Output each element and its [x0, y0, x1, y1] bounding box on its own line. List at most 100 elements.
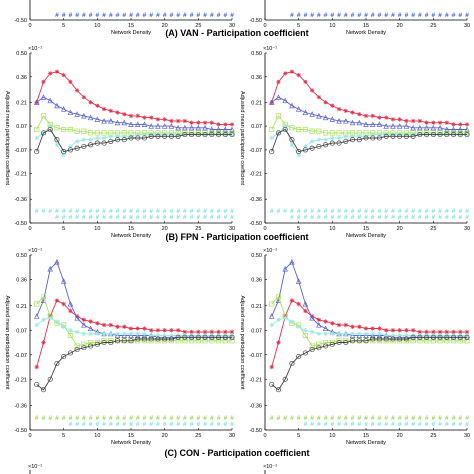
- significance-mark: #: [310, 208, 314, 215]
- data-point-cyan: [350, 134, 355, 139]
- data-point-cyan: [88, 137, 93, 142]
- data-point-black: [376, 135, 383, 141]
- data-point-cyan: [390, 333, 396, 338]
- data-point-blue: [403, 123, 410, 129]
- significance-mark: #: [331, 12, 335, 19]
- x-tick-label: 0: [28, 433, 31, 439]
- significance-mark: #: [344, 12, 348, 19]
- data-point-red: [330, 103, 335, 108]
- data-point-green: [417, 338, 423, 344]
- significance-mark: #: [364, 421, 368, 428]
- data-point-black: [403, 133, 409, 139]
- data-point-black: [329, 341, 335, 347]
- significance-mark: #: [418, 12, 422, 19]
- data-point-cyan: [128, 331, 134, 336]
- data-point-blue: [74, 315, 80, 321]
- y-tick-label: 0.36: [16, 75, 27, 81]
- data-point-blue: [168, 123, 175, 129]
- significance-mark: #: [337, 208, 341, 215]
- significance-mark: #: [69, 415, 73, 422]
- data-point-blue: [336, 118, 342, 124]
- data-point-blue: [282, 266, 288, 272]
- x-tick-label: 25: [430, 433, 436, 439]
- significance-mark: #: [96, 421, 100, 428]
- data-point-green: [323, 130, 329, 136]
- data-point-cyan: [336, 331, 342, 336]
- data-point-black: [464, 132, 470, 138]
- significance-mark: #: [143, 12, 147, 19]
- x-tick-label: 25: [195, 23, 201, 29]
- data-point-cyan: [115, 331, 120, 336]
- data-point-blue: [410, 124, 416, 131]
- x-axis-label: Network Density: [111, 233, 151, 239]
- significance-mark: #: [310, 421, 314, 428]
- data-point-red: [309, 88, 315, 93]
- data-point-black: [275, 130, 282, 136]
- significance-mark: #: [149, 415, 153, 422]
- data-point-blue: [182, 124, 188, 131]
- data-point-red: [162, 117, 167, 122]
- series-line-black: [36, 128, 232, 153]
- series-line-blue: [36, 96, 232, 130]
- significance-mark: #: [405, 208, 409, 215]
- significance-mark: #: [324, 208, 328, 215]
- data-point-red: [417, 329, 423, 335]
- y-tick-label: -0.07: [249, 353, 262, 359]
- data-point-black: [202, 334, 208, 340]
- data-point-green: [182, 338, 188, 344]
- data-point-red: [384, 115, 389, 120]
- significance-mark: #: [217, 208, 221, 215]
- significance-mark: #: [452, 12, 456, 19]
- significance-mark: #: [432, 12, 436, 19]
- y-tick-label: -0.50: [249, 18, 262, 24]
- data-point-green: [450, 338, 457, 344]
- data-point-blue: [67, 109, 74, 116]
- significance-mark: #: [331, 421, 335, 428]
- data-point-cyan: [377, 132, 382, 137]
- data-point-red: [115, 110, 120, 115]
- data-point-blue: [141, 121, 148, 127]
- significance-mark: #: [290, 12, 294, 19]
- significance-mark: #: [223, 415, 227, 422]
- significance-mark: #: [149, 208, 153, 215]
- data-point-black: [135, 336, 141, 342]
- data-point-blue: [222, 126, 229, 133]
- significance-mark: #: [398, 214, 402, 221]
- data-point-blue: [268, 99, 275, 105]
- data-point-blue: [60, 106, 67, 112]
- y-tick-label: 0.21: [251, 100, 262, 106]
- data-point-black: [444, 334, 450, 340]
- data-point-red: [296, 72, 301, 78]
- data-point-blue: [275, 94, 282, 100]
- data-point-black: [209, 334, 215, 340]
- significance-mark: #: [384, 12, 388, 19]
- data-point-black: [94, 140, 100, 146]
- data-point-red: [323, 100, 328, 105]
- panel-b-1: -0.50 -0.36 -0.21 -0.07 0.07 0.21 0.36 0.50×10⁻…: [239, 46, 470, 239]
- significance-mark: #: [183, 415, 187, 422]
- data-point-blue: [430, 124, 437, 131]
- data-point-cyan: [34, 135, 39, 141]
- significance-mark: #: [210, 208, 214, 215]
- data-point-blue: [309, 315, 315, 321]
- data-point-red: [202, 329, 208, 335]
- data-point-black: [376, 336, 383, 342]
- data-point-red: [458, 122, 463, 127]
- significance-mark: #: [398, 208, 402, 215]
- x-tick-label: 20: [397, 433, 403, 439]
- data-point-black: [363, 338, 369, 344]
- data-point-black: [40, 387, 47, 393]
- data-point-red: [54, 298, 60, 303]
- y-exponent-label: ×10⁻¹: [28, 464, 42, 470]
- data-point-black: [397, 336, 403, 342]
- data-point-green: [275, 113, 282, 119]
- x-tick-label: 5: [62, 23, 65, 29]
- data-point-cyan: [343, 134, 348, 139]
- significance-mark: #: [445, 214, 449, 221]
- data-point-cyan: [189, 333, 194, 338]
- y-tick-label: 0.07: [251, 124, 262, 130]
- significance-mark: #: [190, 208, 194, 215]
- significance-mark: #: [129, 415, 133, 422]
- significance-mark: #: [69, 208, 73, 215]
- significance-mark: #: [143, 214, 147, 221]
